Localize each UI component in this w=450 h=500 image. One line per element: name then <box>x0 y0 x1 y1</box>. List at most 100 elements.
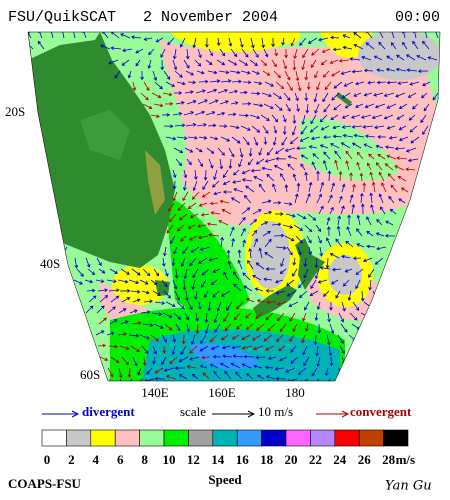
scale-arrow <box>212 410 256 418</box>
wind-arrow <box>196 123 207 127</box>
wind-arrow <box>121 356 129 366</box>
wind-arrow <box>164 102 174 106</box>
wind-arrow <box>282 114 287 123</box>
wind-arrow <box>246 323 254 330</box>
wind-arrow <box>317 235 322 244</box>
wind-arrow <box>275 156 287 161</box>
wind-arrow <box>220 136 231 142</box>
wind-arrow <box>152 356 156 365</box>
wind-arrow <box>220 79 232 83</box>
legend-convergent: convergent <box>350 404 412 419</box>
wind-arrow <box>292 114 297 125</box>
wind-arrow <box>362 124 374 129</box>
wind-arrow <box>335 290 341 299</box>
wind-arrow <box>310 114 317 125</box>
wind-arrow <box>305 193 311 204</box>
colorbar-tick: 16 <box>236 452 250 467</box>
wind-arrow <box>260 59 267 67</box>
wind-arrow <box>422 40 430 50</box>
wind-arrow <box>160 59 165 71</box>
wind-arrow <box>242 80 252 85</box>
wind-arrow <box>316 301 321 311</box>
wind-arrow <box>316 81 321 91</box>
wind-arrow <box>190 334 196 345</box>
wind-arrow <box>251 70 260 75</box>
wind-arrow <box>384 163 394 171</box>
wind-arrow <box>316 193 322 204</box>
wind-arrow <box>165 81 176 87</box>
wind-arrow <box>172 191 178 202</box>
wind-arrow <box>308 145 318 149</box>
colorbar-tick: 26 <box>358 452 372 467</box>
wind-arrow <box>385 220 394 226</box>
wind-arrow <box>266 147 274 156</box>
wind-arrow <box>150 334 159 342</box>
speed-region <box>250 221 290 289</box>
wind-arrow <box>254 287 264 292</box>
wind-arrow <box>85 257 91 268</box>
wind-arrow <box>409 81 420 86</box>
wind-arrow <box>251 229 258 237</box>
wind-arrow <box>252 209 262 215</box>
wind-arrow <box>252 103 264 108</box>
wind-arrow <box>368 268 375 278</box>
wind-arrow <box>202 180 209 190</box>
wind-arrow <box>395 92 406 98</box>
wind-arrow <box>163 124 174 129</box>
wind-arrow <box>88 295 97 303</box>
wind-arrow <box>205 111 216 116</box>
wind-arrow <box>341 183 346 193</box>
wind-arrow <box>213 169 218 181</box>
wind-arrow <box>351 203 356 215</box>
wind-arrow <box>279 356 288 362</box>
wind-arrow <box>248 248 253 259</box>
wind-arrow <box>212 290 220 298</box>
wind-arrow <box>228 147 235 158</box>
wind-arrow <box>127 70 132 79</box>
wind-arrow <box>286 279 295 286</box>
wind-arrow <box>172 279 178 290</box>
wind-arrow <box>264 365 274 370</box>
wind-arrow <box>128 279 140 285</box>
map-frame <box>27 31 441 382</box>
wind-arrow <box>212 268 221 273</box>
wind-arrow <box>154 81 163 90</box>
wind-arrow <box>242 136 250 146</box>
lon-label: 160E <box>208 385 236 400</box>
wind-arrow <box>310 59 317 69</box>
wind-arrow <box>330 279 339 285</box>
wind-arrow <box>366 244 376 249</box>
wind-arrow <box>284 70 291 81</box>
wind-arrow <box>178 213 188 221</box>
wind-arrow <box>173 312 182 320</box>
wind-arrow <box>194 110 206 116</box>
colorbar-tick: 2 <box>68 452 75 467</box>
wind-arrow <box>37 40 45 50</box>
wind-arrow <box>278 345 286 352</box>
wind-arrow <box>217 89 228 94</box>
wind-arrow <box>163 246 167 257</box>
wind-arrow <box>330 182 335 193</box>
wind-arrow <box>368 279 372 291</box>
wind-arrow <box>353 32 362 39</box>
wind-arrow <box>229 70 241 75</box>
wind-arrow <box>336 225 341 237</box>
wind-arrow <box>198 301 202 310</box>
wind-arrow <box>274 48 278 57</box>
wind-arrow <box>222 354 233 359</box>
colorbar-swatch <box>114 429 140 447</box>
wind-arrow <box>173 246 178 255</box>
wind-arrow <box>343 81 354 87</box>
wind-arrow <box>389 208 397 215</box>
wind-arrow <box>216 37 221 47</box>
wind-arrow <box>184 312 190 321</box>
wind-arrow <box>333 81 343 89</box>
wind-arrow <box>265 288 275 293</box>
wind-arrow <box>238 158 243 168</box>
wind-arrow <box>390 184 398 193</box>
wind-arrow <box>143 37 153 41</box>
wind-arrow <box>237 249 242 259</box>
legend-scale: scale <box>180 404 206 419</box>
wind-arrow <box>323 151 331 160</box>
wind-arrow <box>273 70 281 79</box>
